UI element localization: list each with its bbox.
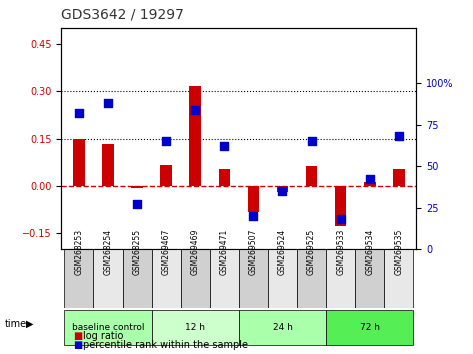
Text: ■: ■ <box>73 331 83 341</box>
Text: 12 h: 12 h <box>185 323 205 332</box>
Text: GSM269524: GSM269524 <box>278 229 287 275</box>
FancyBboxPatch shape <box>326 249 355 308</box>
FancyBboxPatch shape <box>181 249 210 308</box>
Text: time: time <box>5 319 27 329</box>
FancyBboxPatch shape <box>239 249 268 308</box>
Text: GSM269467: GSM269467 <box>162 229 171 275</box>
Text: 72 h: 72 h <box>359 323 380 332</box>
FancyBboxPatch shape <box>210 249 239 308</box>
Text: GSM269525: GSM269525 <box>307 229 316 275</box>
Text: log ratio: log ratio <box>83 331 123 341</box>
FancyBboxPatch shape <box>384 249 413 308</box>
FancyBboxPatch shape <box>123 249 152 308</box>
Text: GSM269533: GSM269533 <box>336 229 345 275</box>
Text: GSM269534: GSM269534 <box>365 229 374 275</box>
FancyBboxPatch shape <box>326 310 413 345</box>
Text: GSM268254: GSM268254 <box>104 229 113 275</box>
FancyBboxPatch shape <box>297 249 326 308</box>
Text: percentile rank within the sample: percentile rank within the sample <box>83 340 248 350</box>
Bar <box>73 139 85 186</box>
Text: GSM268255: GSM268255 <box>132 229 141 275</box>
Point <box>366 177 374 182</box>
Point <box>220 143 228 149</box>
FancyBboxPatch shape <box>152 310 239 345</box>
Bar <box>364 182 376 186</box>
FancyBboxPatch shape <box>94 249 123 308</box>
Bar <box>393 170 404 186</box>
FancyBboxPatch shape <box>355 249 384 308</box>
Text: ■: ■ <box>73 340 83 350</box>
Point <box>337 216 344 222</box>
Text: GSM268253: GSM268253 <box>74 229 83 275</box>
FancyBboxPatch shape <box>268 249 297 308</box>
Bar <box>306 166 317 186</box>
Point <box>250 213 257 219</box>
Bar <box>335 186 346 226</box>
FancyBboxPatch shape <box>239 310 326 345</box>
Bar <box>277 186 289 192</box>
Bar <box>131 186 143 188</box>
Bar <box>189 86 201 186</box>
Text: GSM269535: GSM269535 <box>394 229 403 275</box>
Text: baseline control: baseline control <box>72 323 144 332</box>
Bar <box>247 186 259 212</box>
FancyBboxPatch shape <box>64 249 94 308</box>
FancyBboxPatch shape <box>152 249 181 308</box>
Point <box>104 101 112 106</box>
Text: GSM269507: GSM269507 <box>249 229 258 275</box>
Bar <box>219 170 230 186</box>
Text: GSM269471: GSM269471 <box>220 229 229 275</box>
Point <box>192 107 199 113</box>
FancyBboxPatch shape <box>64 310 152 345</box>
Text: 24 h: 24 h <box>272 323 292 332</box>
Point <box>162 138 170 144</box>
Point <box>133 201 141 207</box>
Point <box>75 110 83 116</box>
Bar <box>102 144 114 186</box>
Point <box>279 188 286 194</box>
Text: ▶: ▶ <box>26 319 34 329</box>
Text: GDS3642 / 19297: GDS3642 / 19297 <box>61 7 184 21</box>
Point <box>395 133 403 139</box>
Bar <box>160 165 172 186</box>
Point <box>308 138 315 144</box>
Text: GSM269469: GSM269469 <box>191 229 200 275</box>
